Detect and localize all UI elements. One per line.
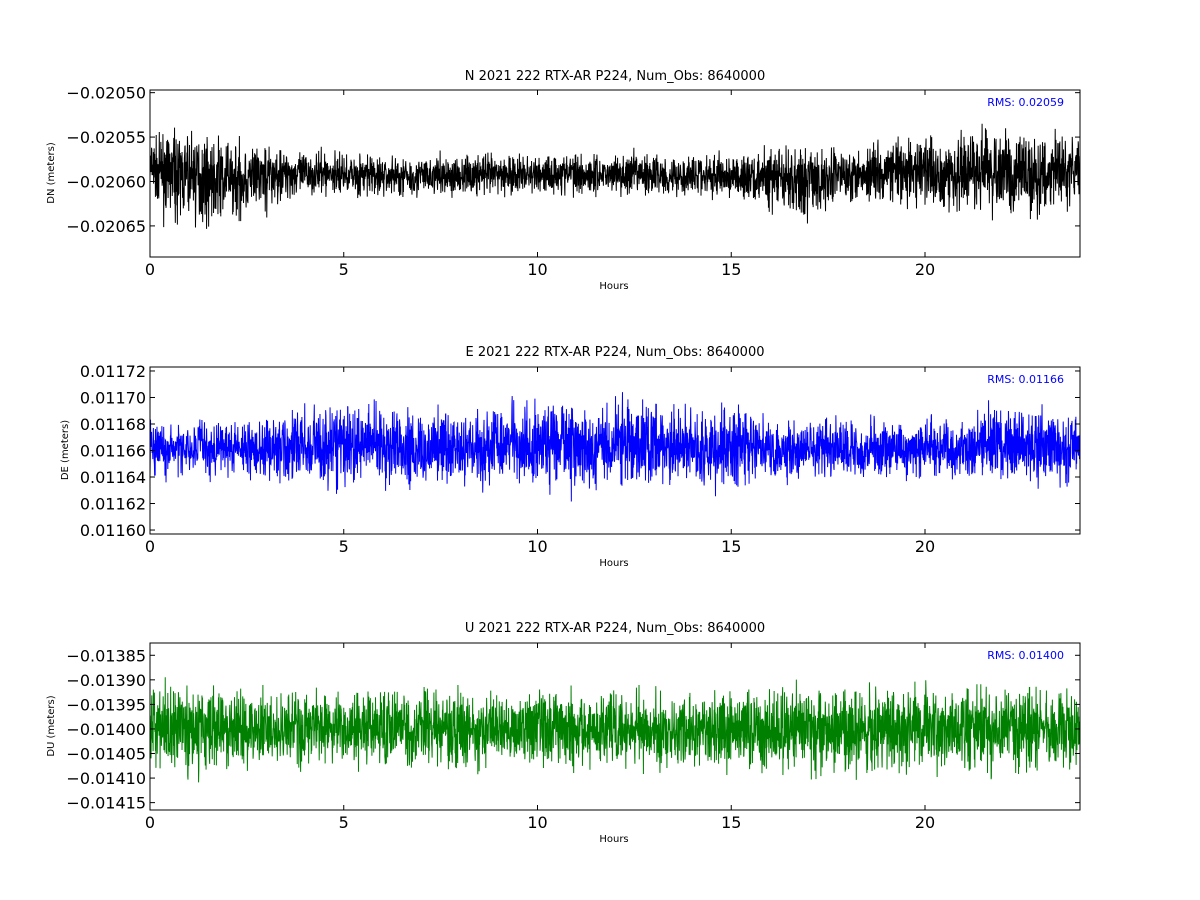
panel-title: E 2021 222 RTX-AR P224, Num_Obs: 8640000 [466,345,765,360]
series-dn [150,123,1080,229]
y-tick-label: −0.01395 [66,695,146,714]
rms-annotation: RMS: 0.01166 [987,373,1064,386]
y-tick-label: −0.01415 [66,794,146,813]
y-tick-label: 0.01166 [80,442,146,461]
y-tick-label: 0.01170 [80,388,146,407]
y-tick-label: −0.02050 [66,84,146,103]
axis-ticks: 0 5 10 15 20 −0.02050 −0.02055 −0.02060 −0.02065 [66,84,1080,279]
panel-east: E 2021 222 RTX-AR P224, Num_Obs: 8640000… [60,345,1081,569]
axis-ticks: 0 5 10 15 20 −0.01385 −0.01390 −0.01395 −0.01400… [66,643,1080,832]
x-axis-label: Hours [599,281,628,292]
rms-annotation: RMS: 0.01400 [987,649,1064,662]
y-tick-label: 0.01160 [80,521,146,540]
y-tick-label: −0.01390 [66,671,146,690]
series-de [150,392,1080,502]
x-tick-label: 20 [915,813,935,832]
x-tick-label: 5 [339,813,349,832]
x-tick-label: 15 [721,813,741,832]
y-tick-label: 0.01164 [80,468,146,487]
y-tick-label: 0.01172 [80,362,146,381]
x-tick-label: 20 [915,537,935,556]
panel-title: U 2021 222 RTX-AR P224, Num_Obs: 8640000 [465,621,765,636]
series-line [150,677,1080,783]
y-tick-label: −0.01400 [66,720,146,739]
y-axis-label: DU (meters) [46,695,57,756]
x-tick-label: 5 [339,260,349,279]
series-line [150,123,1080,229]
panel-up: U 2021 222 RTX-AR P224, Num_Obs: 8640000… [46,621,1081,845]
y-tick-label: −0.02065 [66,217,146,236]
y-tick-label: −0.02055 [66,128,146,147]
x-tick-label: 15 [721,260,741,279]
x-tick-label: 10 [527,813,547,832]
x-tick-label: 15 [721,537,741,556]
x-tick-label: 10 [527,537,547,556]
panel-title: N 2021 222 RTX-AR P224, Num_Obs: 8640000 [465,69,765,84]
y-tick-label: 0.01168 [80,415,146,434]
x-axis-label: Hours [599,558,628,569]
x-tick-label: 0 [145,813,155,832]
y-tick-label: −0.01385 [66,646,146,665]
plot-frame [149,89,1081,258]
y-tick-label: −0.01410 [66,769,146,788]
panel-north: N 2021 222 RTX-AR P224, Num_Obs: 8640000… [46,69,1081,292]
x-axis-label: Hours [599,834,628,845]
x-tick-label: 0 [145,260,155,279]
x-tick-label: 5 [339,537,349,556]
rms-annotation: RMS: 0.02059 [987,96,1064,109]
y-axis-label: DE (meters) [60,420,71,480]
series-line [150,392,1080,502]
y-tick-label: −0.01405 [66,745,146,764]
y-tick-label: −0.02060 [66,172,146,191]
x-tick-label: 10 [527,260,547,279]
axis-ticks: 0 5 10 15 20 0.01160 0.01162 0.01164 0.01166 0.01… [80,362,1080,556]
y-tick-label: 0.01162 [80,495,146,514]
y-axis-label: DN (meters) [46,142,57,204]
series-du [150,677,1080,783]
x-tick-label: 20 [915,260,935,279]
x-tick-label: 0 [145,537,155,556]
plot-frame [149,642,1081,811]
